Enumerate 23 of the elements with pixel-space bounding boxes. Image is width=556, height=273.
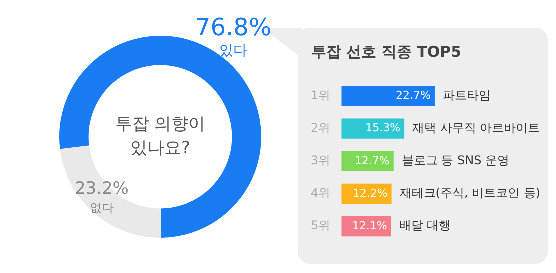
y-tick-label: 5위 — [310, 218, 331, 233]
annotation: 배달 대행 — [399, 218, 452, 233]
slice-label: 있다 — [220, 43, 248, 60]
annotation: 재테크(주식, 비트코인 등) — [400, 186, 541, 200]
data-label: 76.8% — [195, 14, 272, 42]
y-tick-label: 3위 — [310, 154, 331, 168]
bar — [342, 86, 435, 106]
chart-title: 투잡 선호 직종 TOP5 — [311, 42, 462, 61]
data-label: 22.7% — [396, 89, 431, 102]
y-tick-label: 1위 — [310, 88, 331, 102]
data-label: 12.2% — [352, 186, 388, 200]
text: 투잡 의향이 있나요? — [115, 114, 206, 158]
y-tick-label: 2위 — [310, 120, 331, 135]
y-tick-label: 4위 — [310, 186, 331, 200]
data-label: 12.1% — [352, 219, 388, 232]
bar — [342, 118, 405, 139]
annotation: 파트타임 — [442, 88, 491, 102]
data-label: 15.3% — [366, 122, 401, 135]
data-label: 23.2% — [74, 179, 129, 200]
annotation: 재택 사무직 아르바이트 — [412, 120, 540, 135]
slice-label: 없다 — [90, 200, 114, 215]
annotation: 블로그 등 SNS 운영 — [402, 154, 510, 168]
data-label: 12.7% — [354, 154, 390, 168]
